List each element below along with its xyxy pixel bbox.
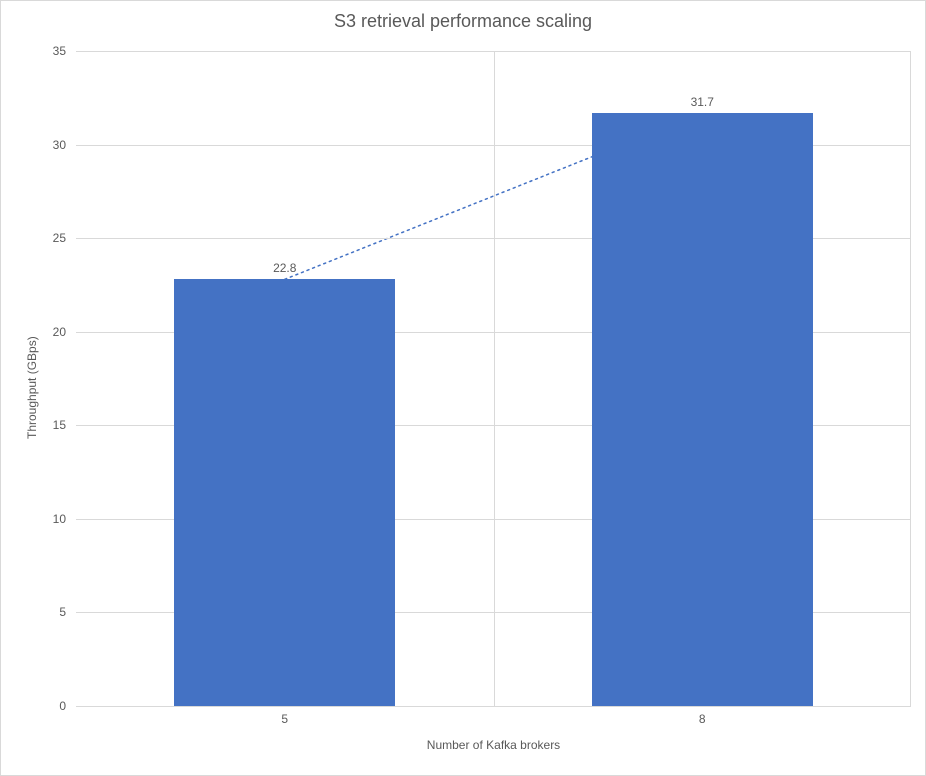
value-label: 22.8 (273, 261, 296, 275)
gridline-vertical (494, 51, 495, 706)
y-tick-label: 25 (36, 231, 66, 245)
y-tick-label: 0 (36, 699, 66, 713)
y-tick-label: 30 (36, 138, 66, 152)
value-label: 31.7 (691, 95, 714, 109)
x-axis-title: Number of Kafka brokers (76, 738, 911, 752)
plot-area: 22.8 31.7 (76, 51, 911, 706)
y-tick-label: 5 (36, 605, 66, 619)
bar (592, 113, 813, 706)
chart-title: S3 retrieval performance scaling (1, 11, 925, 32)
gridline (76, 706, 911, 707)
chart-frame: S3 retrieval performance scaling Through… (0, 0, 926, 776)
x-tick-label: 8 (699, 712, 706, 726)
y-tick-label: 10 (36, 512, 66, 526)
y-tick-label: 35 (36, 44, 66, 58)
y-tick-label: 15 (36, 418, 66, 432)
plot-right-border (910, 51, 911, 706)
x-tick-label: 5 (281, 712, 288, 726)
bar (174, 279, 395, 706)
y-tick-label: 20 (36, 325, 66, 339)
